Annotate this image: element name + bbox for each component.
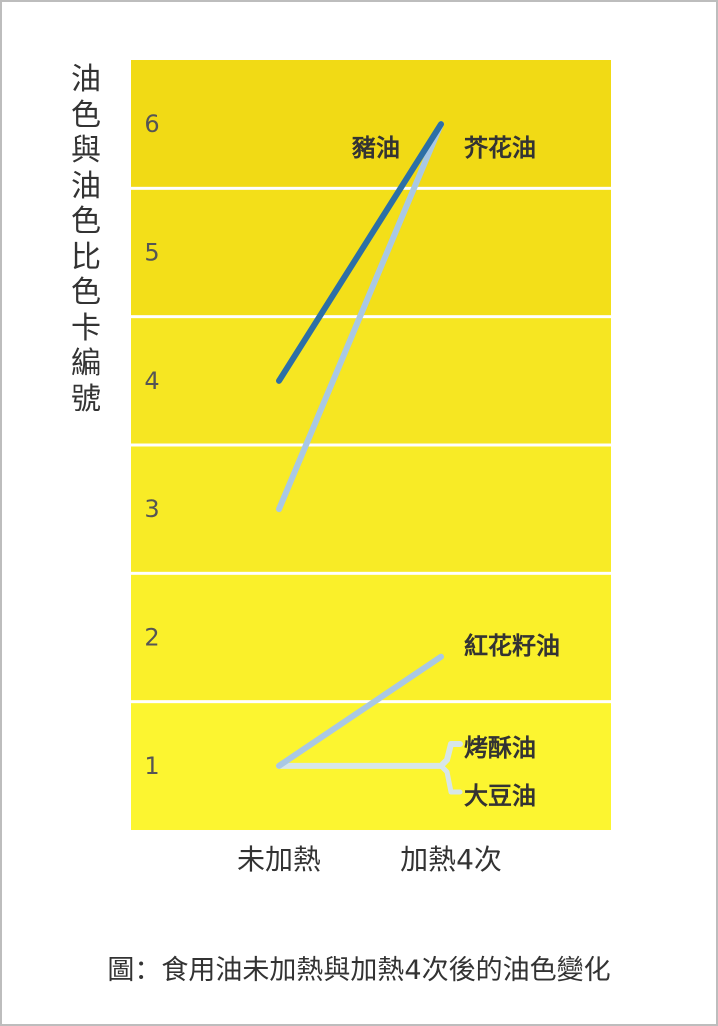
series-line — [276, 121, 444, 513]
y-tick-label: 1 — [144, 752, 159, 780]
series-label: 紅花籽油 — [464, 632, 560, 660]
y-tick-label: 4 — [144, 367, 159, 395]
x-tick-label: 加熱4次 — [400, 843, 502, 876]
series-label: 大豆油 — [464, 782, 536, 810]
series-line — [276, 763, 463, 795]
band-6 — [131, 60, 611, 187]
series-label: 芥花油 — [464, 134, 536, 162]
series-line — [276, 653, 444, 769]
series-line — [276, 121, 444, 384]
x-tick-label: 未加熱 — [237, 843, 321, 876]
band-2 — [131, 574, 611, 701]
y-tick-label: 5 — [144, 239, 159, 267]
y-tick-label: 3 — [144, 495, 159, 523]
series-label: 烤酥油 — [464, 734, 536, 762]
y-axis-label: 油色與油色比色卡編號 — [71, 62, 101, 417]
y-tick-label: 2 — [144, 624, 159, 652]
band-4 — [131, 318, 611, 444]
band-3 — [131, 446, 611, 572]
figure-caption: 圖：食用油未加熱與加熱4次後的油色變化 — [107, 955, 611, 986]
y-tick-label: 6 — [144, 110, 159, 138]
series-label: 豬油 — [351, 134, 400, 162]
